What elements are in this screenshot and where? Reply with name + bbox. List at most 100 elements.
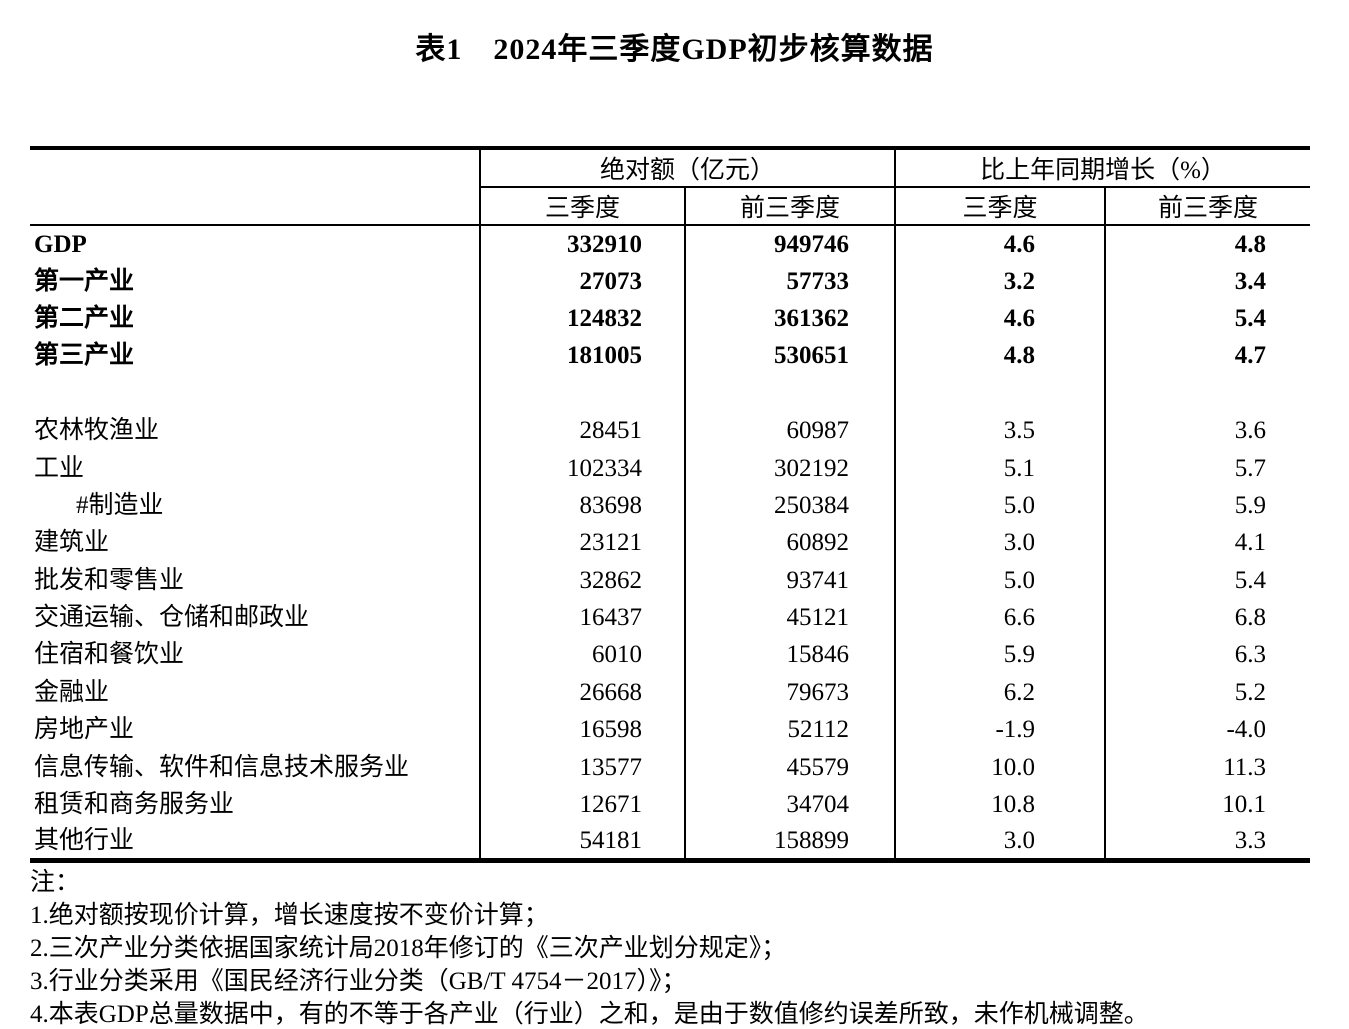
cell-value: 3.2 [894, 262, 1106, 300]
cell-value: 16598 [479, 711, 685, 749]
cell-value: 16437 [479, 598, 685, 637]
row-label: 第二产业 [34, 304, 135, 332]
cell-value: 28451 [479, 411, 685, 450]
cell-value: 60892 [683, 524, 896, 562]
cell-value: 10.8 [894, 785, 1106, 824]
cell-value: 45121 [683, 598, 896, 637]
row-label: 租赁和商务服务业 [34, 791, 235, 819]
footnote-line: 注： [30, 869, 81, 896]
row-label: #制造业 [76, 491, 164, 519]
cell-value [479, 374, 685, 412]
cell-value: 181005 [479, 337, 685, 375]
cell-value: 3.0 [894, 823, 1106, 861]
row-label: 交通运输、仓储和邮政业 [34, 604, 310, 632]
cell-value [1104, 374, 1311, 412]
cell-value: 302192 [683, 449, 896, 487]
cell-value: 10.1 [1104, 785, 1311, 824]
column-header-abs-q3: 三季度 [479, 187, 685, 226]
cell-value: 12671 [479, 785, 685, 824]
corner-cell [30, 148, 480, 226]
spacer-row [30, 374, 1311, 412]
cell-value: 5.0 [894, 561, 1106, 599]
cell-value: 5.1 [894, 449, 1106, 487]
row-label: 建筑业 [34, 529, 110, 557]
cell-value: 34704 [683, 785, 896, 824]
table-row: 农林牧渔业 28451 60987 3.5 3.6 [30, 411, 1311, 450]
cell-value [683, 374, 896, 412]
column-header-growth-q3: 三季度 [894, 187, 1106, 226]
row-label: 第一产业 [34, 267, 135, 295]
cell-value: 6.2 [894, 673, 1106, 712]
cell-value: 4.1 [1104, 524, 1311, 562]
table-row: 建筑业 23121 60892 3.0 4.1 [30, 524, 1311, 562]
row-label [30, 375, 480, 412]
header-group-row: 绝对额（亿元） 比上年同期增长（%） [30, 148, 1311, 226]
table-row: 工业 102334 302192 5.1 5.7 [30, 449, 1311, 487]
footnote-line: 4.本表GDP总量数据中，有的不等于各产业（行业）之和，是由于数值修约误差所致，… [30, 1001, 1149, 1028]
cell-value: 4.6 [894, 225, 1106, 263]
cell-value: 54181 [479, 823, 685, 861]
table-row: 金融业 26668 79673 6.2 5.2 [30, 673, 1311, 712]
table-row: GDP 332910 949746 4.6 4.8 [30, 225, 1311, 263]
cell-value: 361362 [683, 299, 896, 338]
cell-value: 102334 [479, 449, 685, 487]
cell-value: 6010 [479, 636, 685, 674]
page-title: 表1 2024年三季度GDP初步核算数据 [415, 33, 934, 66]
cell-value: 11.3 [1104, 748, 1311, 786]
cell-value: 3.6 [1104, 411, 1311, 450]
cell-value: -1.9 [894, 711, 1106, 749]
row-label: GDP [34, 230, 87, 258]
table-row: 房地产业 16598 52112 -1.9 -4.0 [30, 711, 1311, 749]
row-label: 其他行业 [34, 827, 135, 855]
row-label: 信息传输、软件和信息技术服务业 [34, 753, 410, 781]
cell-value: 15846 [683, 636, 896, 674]
table-row: 住宿和餐饮业 6010 15846 5.9 6.3 [30, 636, 1311, 674]
row-label: 住宿和餐饮业 [34, 641, 185, 669]
cell-value: 530651 [683, 337, 896, 375]
column-group-absolute-amount: 绝对额（亿元） [478, 148, 896, 188]
row-label: 工业 [34, 454, 85, 482]
table-row: 其他行业 54181 158899 3.0 3.3 [30, 823, 1311, 861]
table-header: 绝对额（亿元） 比上年同期增长（%） 三季度 前三季度 三季度 前三季度 [30, 148, 1311, 226]
cell-value: 4.7 [1104, 337, 1311, 375]
cell-value: 79673 [683, 673, 896, 712]
cell-value: 32862 [479, 561, 685, 599]
cell-value: 23121 [479, 524, 685, 562]
cell-value: 13577 [479, 748, 685, 786]
cell-value: 60987 [683, 411, 896, 450]
footnote-line: 3.行业分类采用《国民经济行业分类（GB/T 4754－2017）》； [30, 968, 687, 995]
cell-value: 6.3 [1104, 636, 1311, 674]
table-row: 信息传输、软件和信息技术服务业 13577 45579 10.0 11.3 [30, 748, 1311, 786]
row-label: 金融业 [34, 678, 110, 706]
gdp-table: 绝对额（亿元） 比上年同期增长（%） 三季度 前三季度 三季度 前三季度 GDP… [30, 146, 1311, 864]
cell-value: 5.9 [1104, 486, 1311, 525]
cell-value: 4.6 [894, 299, 1106, 338]
table-row: #制造业 83698 250384 5.0 5.9 [30, 486, 1311, 525]
cell-value: 3.3 [1104, 823, 1311, 861]
cell-value: 27073 [479, 262, 685, 300]
row-label: 第三产业 [34, 342, 135, 370]
cell-value: 4.8 [1104, 225, 1311, 263]
cell-value [894, 374, 1106, 412]
column-header-growth-ytd: 前三季度 [1104, 187, 1311, 226]
table-row: 第二产业 124832 361362 4.6 5.4 [30, 299, 1311, 338]
footnotes: 注： 1.绝对额按现价计算，增长速度按不变价计算； 2.三次产业分类依据国家统计局2… [30, 866, 1320, 1029]
cell-value: 949746 [683, 225, 896, 263]
column-group-growth-rate: 比上年同期增长（%） [894, 148, 1311, 188]
cell-value: 5.2 [1104, 673, 1311, 712]
footnote-line: 2.三次产业分类依据国家统计局2018年修订的《三次产业划分规定》； [30, 935, 787, 962]
cell-value: 26668 [479, 673, 685, 712]
cell-value: 332910 [479, 225, 685, 263]
cell-value: 93741 [683, 561, 896, 599]
cell-value: 5.7 [1104, 449, 1311, 487]
table-row: 第三产业 181005 530651 4.8 4.7 [30, 337, 1311, 375]
cell-value: 5.0 [894, 486, 1106, 525]
cell-value: 250384 [683, 486, 896, 525]
cell-value: 57733 [683, 262, 896, 300]
cell-value: 3.0 [894, 524, 1106, 562]
cell-value: 45579 [683, 748, 896, 786]
cell-value: 158899 [683, 823, 896, 861]
cell-value: 5.4 [1104, 561, 1311, 599]
cell-value: 4.8 [894, 337, 1106, 375]
row-label: 批发和零售业 [34, 566, 185, 594]
